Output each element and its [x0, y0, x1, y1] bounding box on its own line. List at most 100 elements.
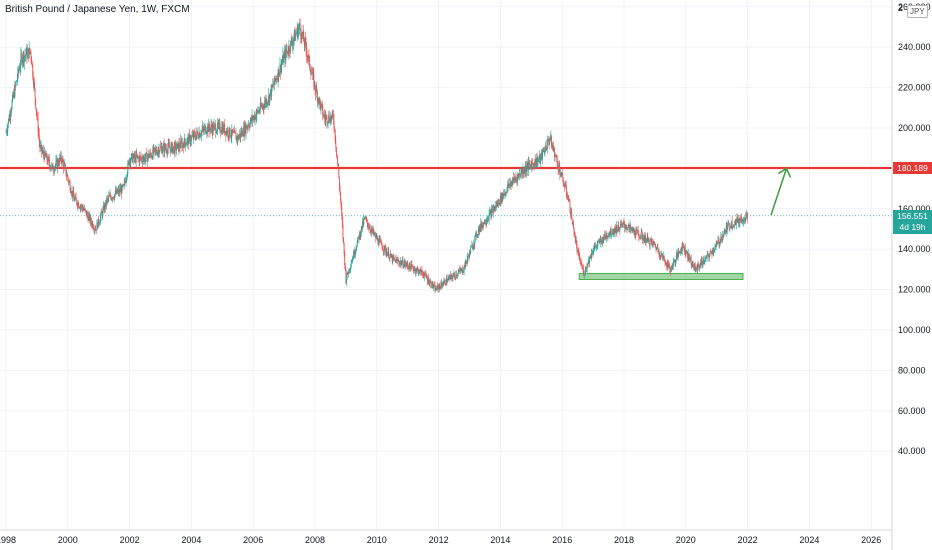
- candle-body: [597, 241, 599, 242]
- candle-body: [178, 143, 180, 151]
- candle-body: [419, 269, 421, 273]
- candle-body: [136, 155, 138, 157]
- candle-body: [635, 229, 637, 236]
- candle-body: [54, 167, 56, 172]
- candle-body: [232, 131, 234, 133]
- candle-body: [486, 220, 488, 221]
- candle-body: [692, 261, 694, 266]
- candle-body: [544, 151, 546, 153]
- candle-body: [482, 225, 484, 228]
- candle-body: [686, 251, 688, 253]
- candle-body: [401, 259, 403, 263]
- candle-body: [176, 148, 177, 151]
- candle-body: [453, 273, 455, 275]
- candle-body: [547, 139, 549, 141]
- candle-body: [70, 190, 72, 193]
- candle-body: [350, 267, 352, 269]
- candle-body: [385, 251, 387, 254]
- candle-body: [155, 149, 157, 153]
- candle-body: [721, 236, 722, 240]
- price-tick-label: 2: [898, 3, 903, 13]
- candle-body: [119, 188, 120, 193]
- candle-body: [379, 239, 381, 242]
- candle-body: [86, 212, 88, 216]
- candle-body: [595, 246, 597, 248]
- candle-body: [140, 156, 142, 159]
- time-tick-label: 2002: [120, 535, 140, 545]
- candle-body: [596, 244, 598, 246]
- candle-body: [19, 69, 21, 70]
- candle-body: [379, 239, 381, 241]
- candle-body: [36, 111, 38, 117]
- candle-body: [545, 145, 547, 152]
- candle-body: [145, 152, 147, 154]
- candle-body: [74, 198, 76, 201]
- candle-body: [269, 93, 271, 102]
- candle-body: [194, 133, 196, 138]
- candle-body: [103, 205, 105, 212]
- candle-body: [83, 209, 85, 210]
- candle-body: [95, 229, 97, 231]
- candle-body: [251, 115, 253, 121]
- candle-body: [20, 54, 22, 66]
- candle-body: [179, 143, 180, 148]
- candle-body: [355, 249, 357, 251]
- candle-body: [697, 263, 699, 271]
- candle-body: [350, 263, 352, 268]
- candle-body: [16, 80, 18, 82]
- candle-body: [293, 38, 295, 42]
- candle-body: [101, 212, 103, 216]
- candle-body: [394, 257, 396, 260]
- time-tick-label: 2026: [861, 535, 881, 545]
- candle-body: [29, 48, 31, 52]
- candle-body: [173, 146, 175, 149]
- candle-body: [646, 238, 648, 243]
- candle-body: [455, 273, 457, 278]
- candle-body: [286, 49, 287, 53]
- candle-body: [126, 173, 128, 178]
- candle-body: [566, 193, 568, 197]
- candle-body: [394, 259, 396, 260]
- candle-body: [721, 239, 723, 241]
- candle-body: [487, 218, 489, 221]
- candle-body: [533, 164, 535, 166]
- candle-body: [253, 115, 255, 119]
- candle-body: [700, 260, 702, 263]
- candle-body: [201, 130, 203, 132]
- candle-body: [324, 117, 326, 120]
- candle-body: [628, 224, 630, 227]
- candle-body: [204, 127, 205, 131]
- candle-body: [124, 181, 126, 183]
- currency-badge[interactable]: JPY: [907, 5, 928, 18]
- candle-body: [334, 129, 336, 141]
- candle-body: [77, 202, 79, 207]
- candle-body: [179, 147, 181, 148]
- candle-body: [535, 163, 537, 166]
- candle-body: [691, 261, 693, 266]
- candle-body: [584, 273, 586, 276]
- candle-body: [309, 67, 311, 71]
- candle-body: [181, 142, 183, 148]
- candle-body: [266, 99, 268, 105]
- candle-body: [398, 260, 400, 264]
- candle-body: [138, 157, 139, 159]
- candle-body: [448, 276, 450, 278]
- candle-body: [18, 69, 20, 72]
- candle-body: [348, 268, 350, 274]
- candle-body: [682, 244, 684, 247]
- candle-body: [615, 227, 617, 232]
- candle-body: [256, 110, 258, 111]
- candle-body: [331, 112, 333, 117]
- candle-body: [420, 270, 422, 275]
- candle-body: [291, 40, 293, 44]
- candle-body: [243, 126, 245, 137]
- candle-body: [16, 78, 18, 81]
- candle-body: [15, 81, 17, 85]
- candle-body: [29, 51, 31, 53]
- candle-body: [561, 172, 563, 175]
- candle-body: [297, 29, 299, 37]
- time-tick-label: 2010: [367, 535, 387, 545]
- candle-body: [433, 284, 435, 287]
- candle-body: [391, 256, 393, 262]
